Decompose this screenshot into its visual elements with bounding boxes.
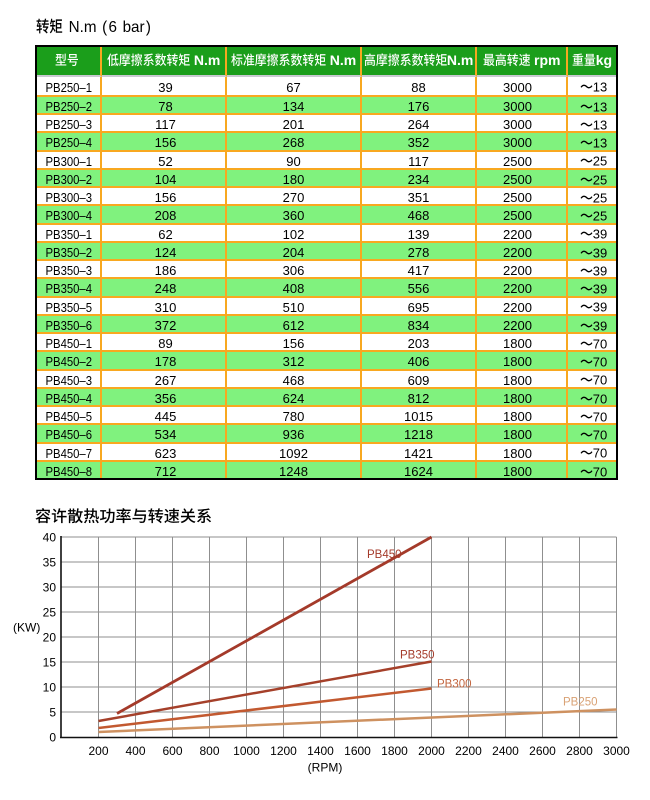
svg-text:PB300: PB300 — [437, 679, 472, 691]
svg-text:15: 15 — [43, 656, 57, 670]
svg-text:1000: 1000 — [233, 744, 260, 758]
svg-text:1600: 1600 — [344, 744, 371, 758]
svg-text:PB350: PB350 — [400, 650, 435, 662]
svg-text:1200: 1200 — [270, 744, 297, 758]
svg-text:2000: 2000 — [418, 744, 445, 758]
svg-text:1800: 1800 — [381, 744, 408, 758]
svg-text:35: 35 — [43, 556, 57, 570]
svg-text:5: 5 — [49, 706, 56, 720]
svg-text:PB450: PB450 — [367, 549, 402, 561]
svg-text:10: 10 — [43, 681, 57, 695]
svg-text:(KW): (KW) — [13, 621, 40, 635]
svg-text:2200: 2200 — [455, 744, 482, 758]
svg-text:1400: 1400 — [307, 744, 334, 758]
svg-text:800: 800 — [199, 744, 219, 758]
svg-text:30: 30 — [43, 581, 57, 595]
svg-text:2600: 2600 — [529, 744, 556, 758]
svg-text:PB250: PB250 — [563, 697, 598, 709]
svg-text:600: 600 — [162, 744, 182, 758]
svg-text:2400: 2400 — [492, 744, 519, 758]
svg-text:200: 200 — [88, 744, 108, 758]
svg-text:0: 0 — [49, 731, 56, 745]
svg-text:40: 40 — [43, 531, 57, 545]
svg-text:400: 400 — [125, 744, 145, 758]
svg-text:3000: 3000 — [603, 744, 630, 758]
svg-text:25: 25 — [43, 606, 57, 620]
svg-text:(RPM): (RPM) — [308, 761, 343, 775]
svg-text:2800: 2800 — [566, 744, 593, 758]
svg-text:20: 20 — [43, 631, 57, 645]
